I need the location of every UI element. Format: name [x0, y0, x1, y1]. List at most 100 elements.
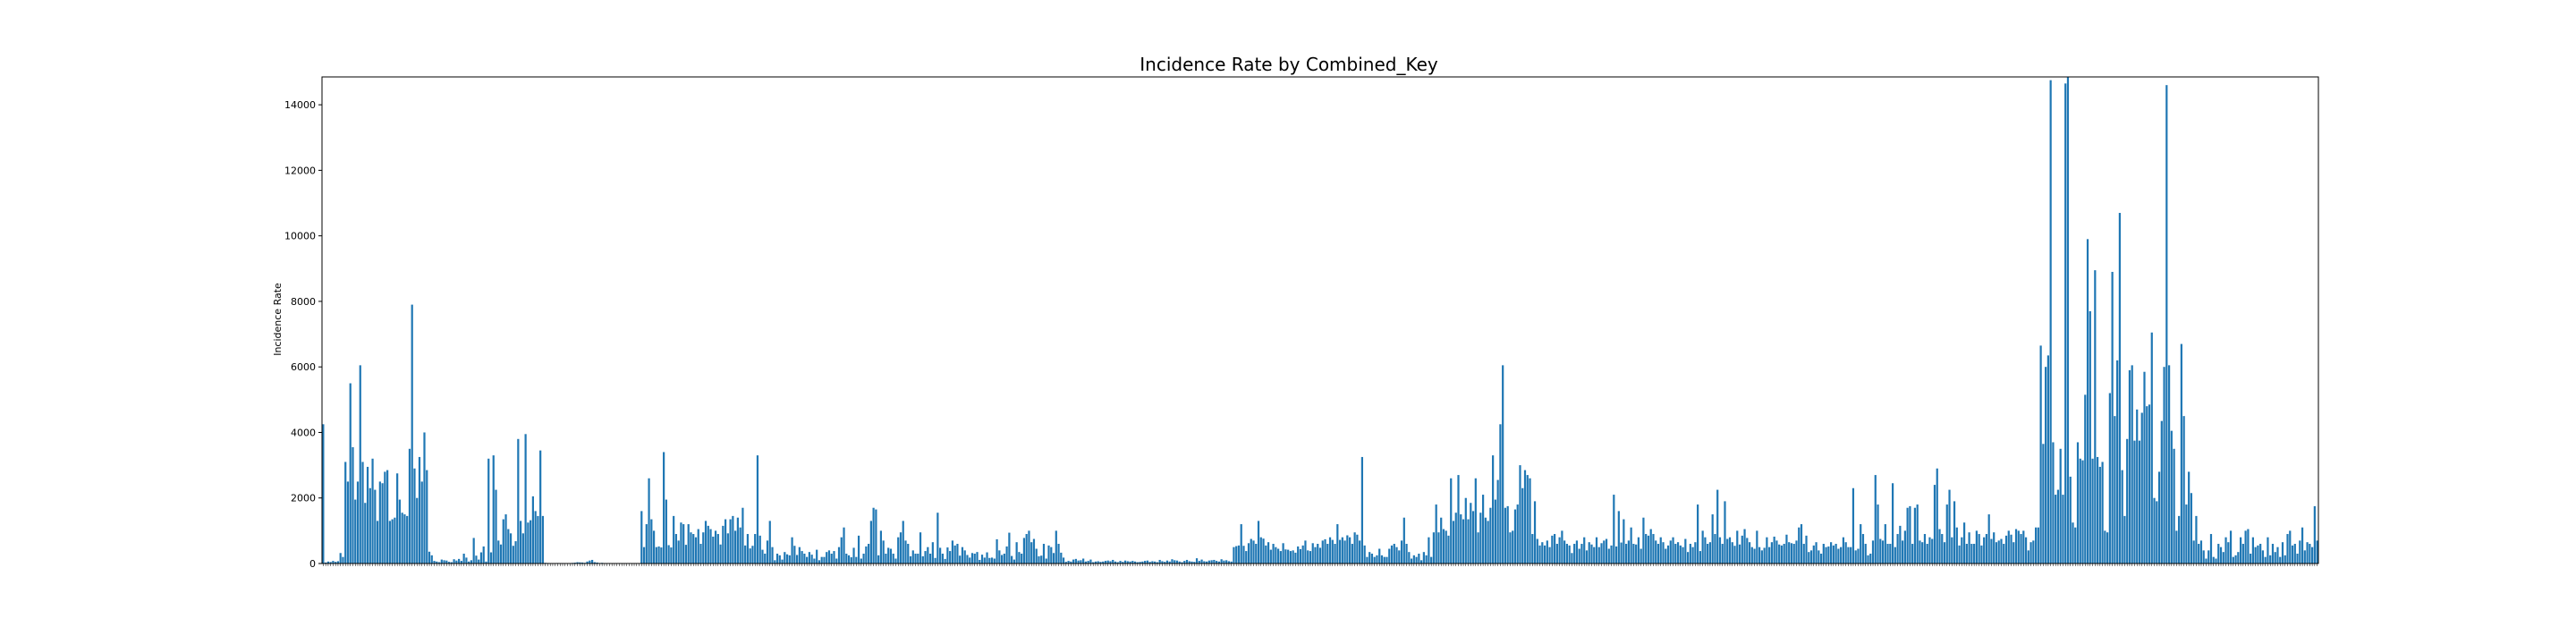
- bar: [1614, 546, 1618, 564]
- bar: [917, 554, 919, 564]
- bar: [374, 489, 377, 564]
- bar: [1573, 544, 1576, 564]
- bar: [2205, 558, 2207, 564]
- bar: [684, 545, 688, 564]
- bar: [398, 499, 402, 564]
- bar: [902, 521, 904, 564]
- bar: [1013, 559, 1015, 564]
- bar: [2032, 540, 2035, 564]
- bar: [1104, 561, 1107, 564]
- bar: [1733, 546, 1736, 564]
- bar: [1830, 542, 1833, 564]
- bar: [1613, 495, 1615, 564]
- bar: [2254, 547, 2257, 564]
- bar: [1133, 561, 1137, 564]
- bar: [1297, 546, 1300, 564]
- bar: [820, 556, 823, 564]
- bar: [1889, 544, 1892, 564]
- bar: [1541, 542, 1544, 564]
- bar: [857, 535, 860, 564]
- bar: [2286, 534, 2289, 564]
- bar: [2296, 554, 2299, 564]
- bar-series: [322, 77, 2318, 564]
- bar: [1428, 537, 1430, 564]
- bar: [521, 533, 524, 564]
- bar: [1198, 561, 1200, 564]
- bar: [2293, 544, 2296, 564]
- bar: [1304, 540, 1307, 564]
- bar: [1724, 501, 1726, 564]
- bar: [1454, 513, 1457, 564]
- bar: [1341, 537, 1343, 564]
- bar: [1869, 554, 1872, 564]
- bar: [692, 534, 695, 564]
- bar: [682, 524, 685, 564]
- bar: [499, 544, 503, 564]
- bar: [1945, 504, 1948, 564]
- bar: [934, 557, 936, 564]
- bar: [1968, 532, 1970, 564]
- bar: [1415, 556, 1418, 564]
- bar: [1902, 540, 1904, 564]
- bar: [1353, 532, 1356, 564]
- y-tick-label: 4000: [291, 427, 316, 438]
- bar: [1850, 547, 1852, 564]
- bar: [1213, 559, 1216, 564]
- bar: [1220, 559, 1223, 564]
- bar: [826, 552, 828, 564]
- bar: [416, 497, 419, 564]
- bar: [1857, 548, 1860, 564]
- bar: [1437, 532, 1440, 564]
- bar: [329, 562, 332, 564]
- bar: [1383, 556, 1385, 564]
- bar: [1551, 535, 1554, 564]
- bar: [1775, 540, 1778, 564]
- bar: [758, 535, 761, 564]
- bar: [2064, 83, 2067, 564]
- bar: [1471, 511, 1475, 564]
- bar: [579, 562, 581, 564]
- bar: [2276, 547, 2279, 564]
- bar: [433, 561, 436, 564]
- bar: [527, 522, 530, 564]
- bar: [1778, 544, 1781, 564]
- bar: [2136, 409, 2139, 564]
- bar: [1343, 540, 1346, 564]
- bar: [1585, 550, 1589, 564]
- bar: [2114, 416, 2116, 564]
- bar: [1632, 544, 1635, 564]
- bar: [1240, 524, 1242, 564]
- bar: [326, 561, 329, 564]
- bar: [2291, 545, 2294, 564]
- bar: [2123, 515, 2126, 564]
- bar: [1936, 468, 1938, 564]
- bar: [707, 525, 709, 564]
- bar: [810, 555, 813, 564]
- bar: [1175, 560, 1179, 564]
- bar: [2069, 476, 2072, 564]
- bar: [1519, 465, 1521, 564]
- bar: [1802, 544, 1805, 564]
- bar: [986, 552, 988, 564]
- bar: [1373, 556, 1376, 564]
- bar: [1809, 550, 1813, 564]
- bar: [1827, 546, 1830, 564]
- bar: [1015, 542, 1018, 564]
- bar: [339, 553, 342, 564]
- bar: [704, 521, 708, 564]
- bar: [445, 560, 448, 564]
- bar: [479, 552, 483, 564]
- bar: [2251, 537, 2254, 564]
- bar: [1812, 545, 1815, 564]
- bar: [2000, 538, 2003, 564]
- bar: [774, 560, 776, 564]
- bar: [462, 554, 465, 564]
- bar: [722, 525, 724, 564]
- bar: [2091, 458, 2094, 564]
- bar: [1492, 455, 1495, 564]
- bar: [1139, 562, 1141, 564]
- bar: [677, 540, 680, 564]
- bar: [973, 554, 976, 564]
- bar: [2157, 471, 2161, 564]
- bar: [447, 562, 451, 564]
